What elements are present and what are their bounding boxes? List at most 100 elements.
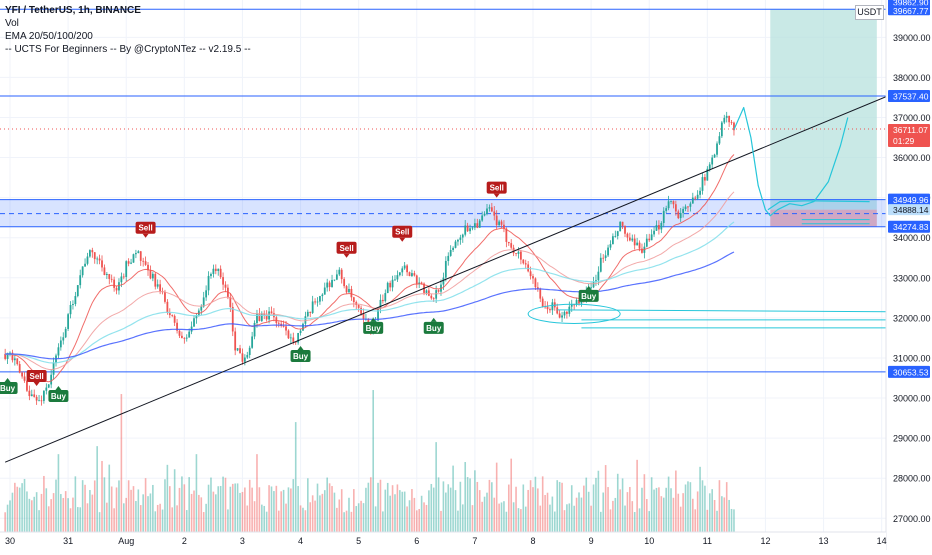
candle-body <box>706 168 709 181</box>
volume-bar <box>290 488 292 532</box>
candle <box>236 348 239 352</box>
volume-bar <box>326 477 328 532</box>
candle <box>277 321 280 328</box>
volume-bar <box>374 506 377 532</box>
volume-bar <box>372 390 374 532</box>
volume-bar <box>529 480 532 532</box>
candle <box>466 222 469 232</box>
candle <box>76 285 79 298</box>
candle-body <box>231 306 234 332</box>
candle-body <box>127 261 130 264</box>
candle <box>699 187 701 199</box>
candle <box>210 272 212 279</box>
candle <box>454 239 457 249</box>
candle <box>515 252 517 257</box>
volume-bar <box>493 497 496 532</box>
currency-button[interactable]: USDT <box>855 5 884 20</box>
candle <box>21 371 24 379</box>
candle <box>444 256 447 282</box>
candle-body <box>120 276 123 283</box>
volume-bar <box>723 497 726 532</box>
indicator-ucts[interactable]: -- UCTS For Beginners -- By @CryptoNTez … <box>5 44 251 55</box>
candle-body <box>384 293 387 302</box>
candle <box>464 220 467 237</box>
candle <box>57 343 60 359</box>
candle <box>658 220 660 235</box>
volume-bar <box>445 492 447 532</box>
indicator-ema[interactable]: EMA 20/50/100/200 <box>5 31 93 42</box>
volume-bar <box>633 512 636 532</box>
volume-bar <box>512 502 515 532</box>
candle <box>309 311 312 318</box>
volume-bar <box>212 491 215 532</box>
candle <box>297 332 300 345</box>
candle-body <box>490 207 493 212</box>
candle <box>42 390 45 404</box>
time-tick-label: 13 <box>819 536 829 546</box>
candle <box>345 285 348 294</box>
volume-bar <box>641 487 643 532</box>
volume-bar <box>103 477 106 532</box>
candle-body <box>258 313 261 321</box>
candle <box>74 291 77 307</box>
volume-bar <box>190 493 193 532</box>
volume-bar <box>675 470 677 532</box>
volume-bar <box>425 504 428 532</box>
indicator-volume[interactable]: Vol <box>5 18 19 29</box>
time-tick-label: 2 <box>182 536 187 546</box>
candle-body <box>418 282 421 284</box>
volume-bar <box>127 480 130 532</box>
candle-body <box>633 238 636 246</box>
candle <box>161 287 164 295</box>
candle <box>665 205 668 214</box>
candle <box>16 358 19 366</box>
volume-bar <box>333 492 336 532</box>
volume-bar <box>643 474 646 532</box>
time-tick-label: 7 <box>472 536 477 546</box>
buy-signal: Buy <box>0 378 18 395</box>
ema-100-line <box>5 221 735 364</box>
volume-bar <box>428 490 430 532</box>
volume-bar <box>604 465 607 532</box>
candle-body <box>81 266 84 276</box>
candle-body <box>689 203 692 207</box>
candle-body <box>84 263 86 267</box>
price-tag-box <box>888 204 930 216</box>
candle-body <box>510 243 513 248</box>
candle <box>248 345 251 359</box>
volume-bar <box>40 493 43 532</box>
candle-body <box>289 337 292 339</box>
candle <box>132 253 135 263</box>
candle <box>549 307 551 313</box>
volume-bar <box>222 476 224 532</box>
volume-bar <box>91 494 94 532</box>
candle-body <box>483 213 486 216</box>
volume-bar <box>98 512 101 532</box>
candle <box>212 264 215 278</box>
candle <box>536 282 539 292</box>
candle-body <box>11 352 14 361</box>
volume-bar <box>292 479 295 532</box>
volume-bar <box>447 484 450 532</box>
symbol-title[interactable]: YFI / TetherUS, 1h, BINANCE <box>5 5 141 16</box>
volume-bar <box>263 505 266 532</box>
candle-body <box>260 313 263 321</box>
volume-bar <box>532 487 534 532</box>
volume-bar <box>517 508 520 532</box>
candle <box>156 279 159 289</box>
volume-bar <box>587 491 590 532</box>
volume-bar <box>309 502 312 532</box>
candle <box>449 245 452 257</box>
candle-body <box>164 291 166 302</box>
candle-body <box>30 394 33 397</box>
candle-body <box>6 352 9 359</box>
candle-body <box>282 325 285 327</box>
candle <box>343 277 346 289</box>
candle <box>168 308 171 319</box>
candle-body <box>539 289 542 299</box>
volume-bar <box>72 497 74 532</box>
signal-pointer <box>33 382 40 387</box>
candle <box>505 227 508 248</box>
candle-body <box>679 213 682 219</box>
